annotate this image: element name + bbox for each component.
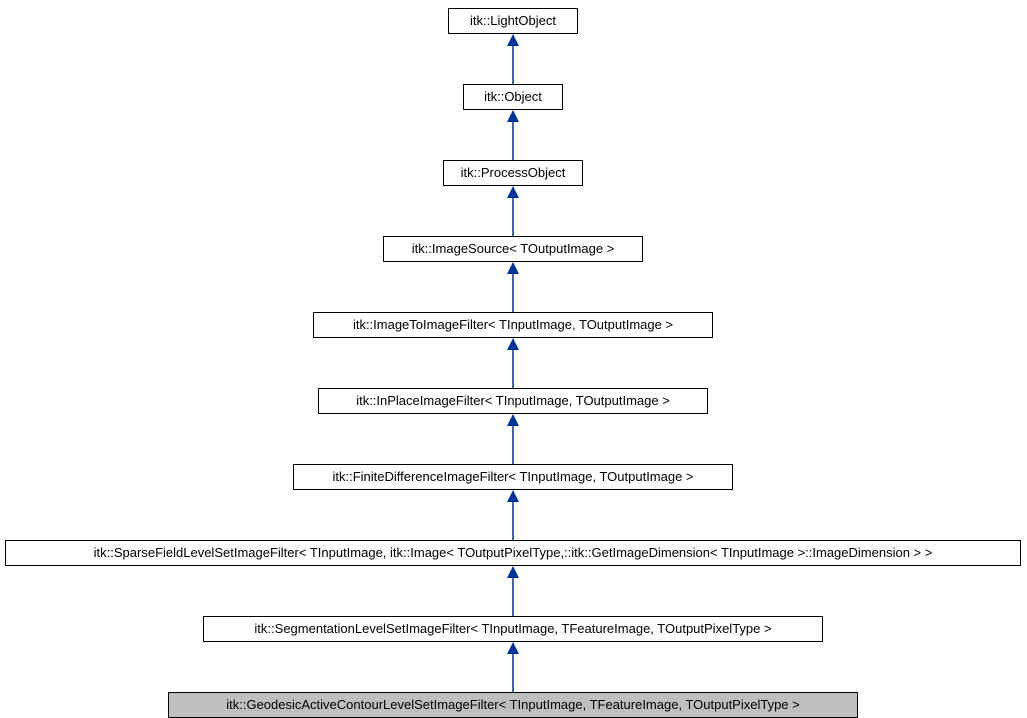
class-node[interactable]: itk::InPlaceImageFilter< TInputImage, TO…	[318, 388, 708, 414]
class-node[interactable]: itk::ImageToImageFilter< TInputImage, TO…	[313, 312, 713, 338]
class-node-label: itk::Object	[484, 90, 542, 104]
class-node[interactable]: itk::ProcessObject	[443, 160, 583, 186]
class-node[interactable]: itk::LightObject	[448, 8, 578, 34]
class-node[interactable]: itk::SparseFieldLevelSetImageFilter< TIn…	[5, 540, 1021, 566]
class-node-label: itk::ImageToImageFilter< TInputImage, TO…	[353, 318, 673, 332]
class-node-label: itk::ProcessObject	[461, 166, 566, 180]
class-node-label: itk::SparseFieldLevelSetImageFilter< TIn…	[94, 546, 933, 560]
class-node[interactable]: itk::Object	[463, 84, 563, 110]
class-node-label: itk::LightObject	[470, 14, 556, 28]
class-node[interactable]: itk::SegmentationLevelSetImageFilter< TI…	[203, 616, 823, 642]
class-node-label: itk::InPlaceImageFilter< TInputImage, TO…	[356, 394, 670, 408]
class-node-label: itk::ImageSource< TOutputImage >	[412, 242, 615, 256]
class-node[interactable]: itk::FiniteDifferenceImageFilter< TInput…	[293, 464, 733, 490]
class-node-label: itk::SegmentationLevelSetImageFilter< TI…	[254, 622, 771, 636]
class-node[interactable]: itk::ImageSource< TOutputImage >	[383, 236, 643, 262]
class-node-label: itk::GeodesicActiveContourLevelSetImageF…	[226, 698, 800, 712]
class-node-label: itk::FiniteDifferenceImageFilter< TInput…	[332, 470, 693, 484]
class-node[interactable]: itk::GeodesicActiveContourLevelSetImageF…	[168, 692, 858, 718]
